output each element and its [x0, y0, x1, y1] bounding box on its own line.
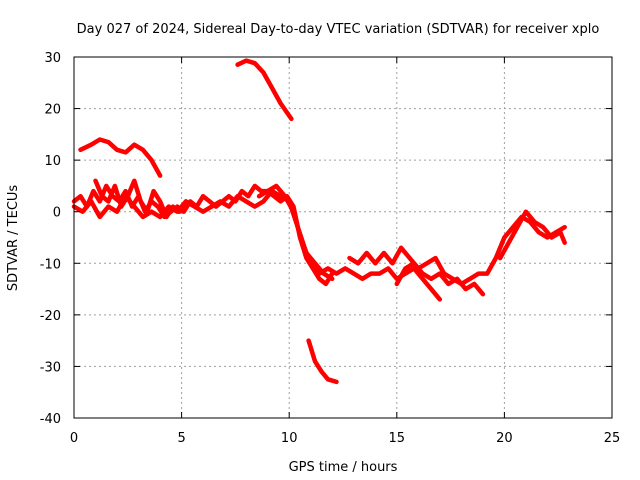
y-tick-label: 20: [44, 103, 61, 118]
x-tick-label: 20: [496, 431, 513, 446]
y-tick-label: 30: [44, 51, 61, 66]
x-tick-labels: 0 5 10 15 20 25: [70, 431, 620, 446]
y-tick-labels: -40 -30 -20 -10 0 10 20 30: [40, 51, 61, 427]
x-tick-label: 0: [70, 431, 78, 446]
series-arc-10: [497, 209, 567, 261]
y-tick-label: -40: [40, 412, 61, 427]
y-tick-label: -20: [40, 309, 61, 324]
x-tick-label: 5: [177, 431, 185, 446]
axis-ticks: [73, 56, 613, 419]
series-arc-1: [71, 183, 335, 287]
y-tick-label: -30: [40, 360, 61, 375]
x-tick-label: 25: [604, 431, 621, 446]
series-arc-3: [93, 178, 189, 220]
plot-frame: [73, 56, 613, 419]
x-tick-label: 10: [281, 431, 298, 446]
series-arc-4: [78, 137, 163, 178]
x-axis-label: GPS time / hours: [289, 460, 398, 475]
y-axis-label: SDTVAR / TECUs: [6, 185, 21, 292]
data-traces: [71, 58, 567, 385]
series-arc-5: [235, 58, 294, 122]
series-arc-6: [306, 338, 339, 385]
chart-title: Day 027 of 2024, Sidereal Day-to-day VTE…: [77, 22, 600, 37]
grid: [74, 57, 612, 418]
y-tick-label: 10: [44, 154, 61, 169]
x-tick-label: 15: [389, 431, 406, 446]
y-tick-label: 0: [53, 206, 61, 221]
series-arc-9: [394, 261, 486, 297]
y-tick-label: -10: [40, 257, 61, 272]
series-arc-7: [256, 183, 443, 302]
